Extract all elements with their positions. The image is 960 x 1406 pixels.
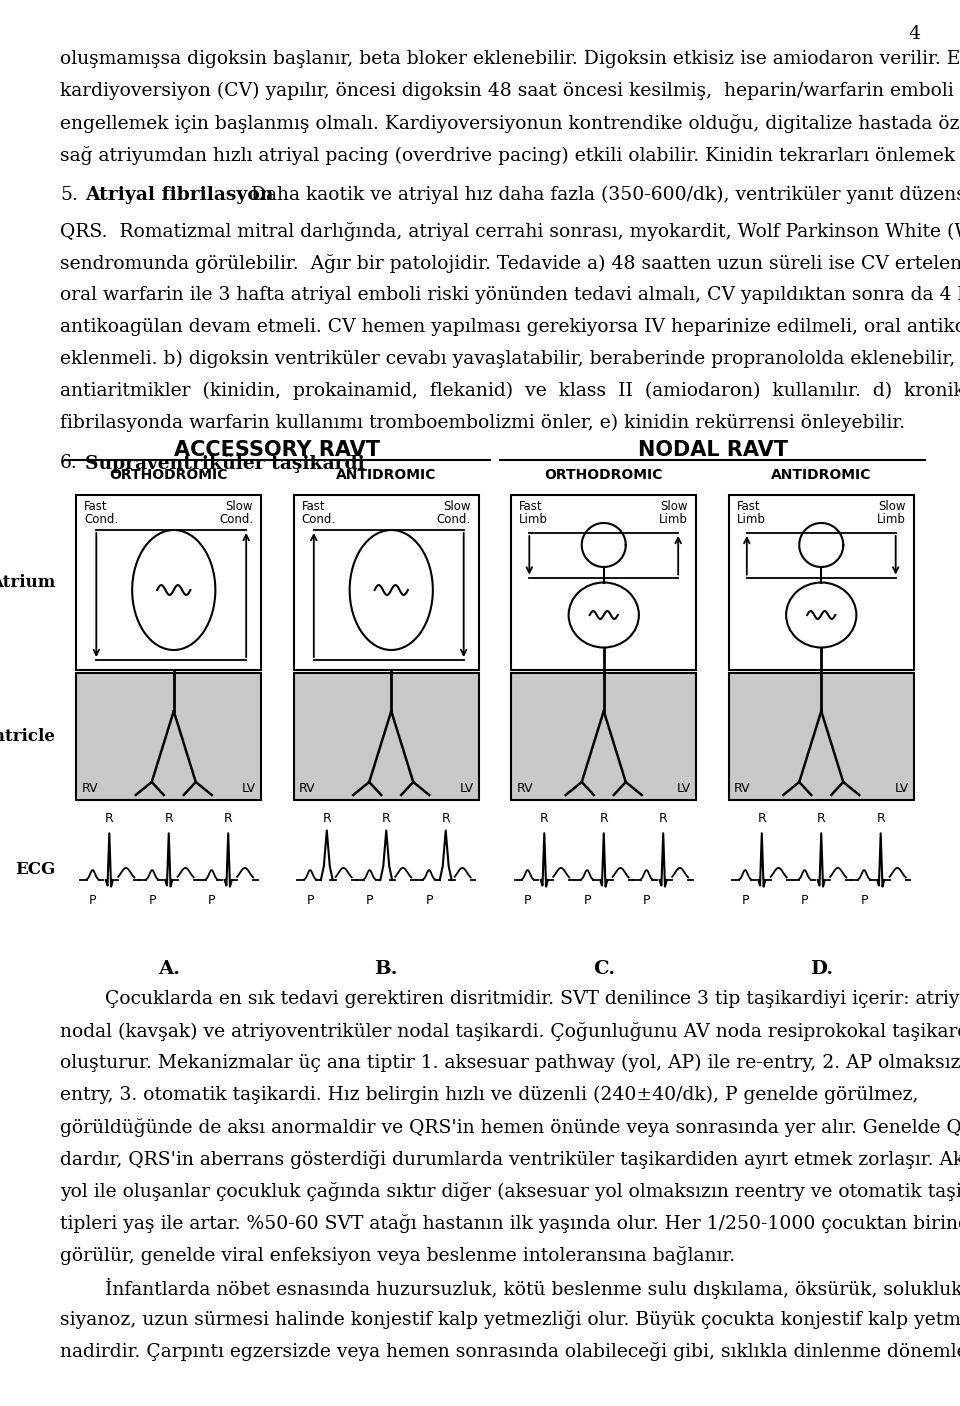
Text: LV: LV xyxy=(895,782,909,794)
Bar xyxy=(294,495,479,671)
Text: LV: LV xyxy=(677,782,691,794)
Text: .: . xyxy=(296,454,301,472)
Text: fibrilasyonda warfarin kullanımı tromboembolizmi önler, e) kinidin rekürrensi ön: fibrilasyonda warfarin kullanımı tromboe… xyxy=(60,413,905,432)
Text: görüldüğünde de aksı anormaldir ve QRS'in hemen önünde veya sonrasında yer alır.: görüldüğünde de aksı anormaldir ve QRS'i… xyxy=(60,1118,960,1137)
Text: R: R xyxy=(382,813,391,825)
Text: R: R xyxy=(164,813,173,825)
Text: R: R xyxy=(817,813,826,825)
Text: İnfantlarda nöbet esnasında huzursuzluk, kötü beslenme sulu dışkılama, öksürük, : İnfantlarda nöbet esnasında huzursuzluk,… xyxy=(105,1278,960,1299)
Text: . Daha kaotik ve atriyal hız daha fazla (350-600/dk), ventriküler yanıt düzensiz: . Daha kaotik ve atriyal hız daha fazla … xyxy=(239,186,960,204)
Text: Cond.: Cond. xyxy=(219,513,253,526)
Text: ORTHODROMIC: ORTHODROMIC xyxy=(544,468,663,482)
Text: ANTIDROMIC: ANTIDROMIC xyxy=(336,468,437,482)
Text: entry, 3. otomatik taşikardi. Hız belirgin hızlı ve düzenli (240±40/dk), P genel: entry, 3. otomatik taşikardi. Hız belirg… xyxy=(60,1085,919,1104)
Text: oral warfarin ile 3 hafta atriyal emboli riski yönünden tedavi almalı, CV yapıld: oral warfarin ile 3 hafta atriyal emboli… xyxy=(60,285,960,304)
Text: P: P xyxy=(89,894,96,907)
Bar xyxy=(729,495,914,671)
Text: Çocuklarda en sık tedavi gerektiren disritmidir. SVT denilince 3 tip taşikardiyi: Çocuklarda en sık tedavi gerektiren disr… xyxy=(105,990,960,1008)
Text: Atrium: Atrium xyxy=(0,574,55,591)
Text: Fast: Fast xyxy=(519,501,543,513)
Text: oluşmamışsa digoksin başlanır, beta bloker eklenebilir. Digoksin etkisiz ise ami: oluşmamışsa digoksin başlanır, beta blok… xyxy=(60,51,960,67)
Text: P: P xyxy=(643,894,650,907)
Text: ACCESSORY RAVT: ACCESSORY RAVT xyxy=(175,440,380,460)
Text: D.: D. xyxy=(809,960,833,979)
Text: eklenmeli. b) digoksin ventriküler cevabı yavaşlatabilir, beraberinde propranolo: eklenmeli. b) digoksin ventriküler cevab… xyxy=(60,350,960,368)
Text: Cond.: Cond. xyxy=(301,513,336,526)
Text: RV: RV xyxy=(733,782,751,794)
Text: Fast: Fast xyxy=(84,501,108,513)
Text: B.: B. xyxy=(374,960,398,979)
Text: QRS.  Romatizmal mitral darlığında, atriyal cerrahi sonrası, myokardit, Wolf Par: QRS. Romatizmal mitral darlığında, atriy… xyxy=(60,222,960,240)
Text: Slow: Slow xyxy=(660,501,688,513)
Text: 4: 4 xyxy=(908,25,920,44)
Text: nodal (kavşak) ve atriyoventriküler nodal taşikardi. Çoğunluğunu AV noda resipro: nodal (kavşak) ve atriyoventriküler noda… xyxy=(60,1022,960,1040)
Text: oluşturur. Mekanizmalar üç ana tiptir 1. aksesuar pathway (yol, AP) ile re-entry: oluşturur. Mekanizmalar üç ana tiptir 1.… xyxy=(60,1054,960,1073)
Text: görülür, genelde viral enfeksiyon veya beslenme intoleransına bağlanır.: görülür, genelde viral enfeksiyon veya b… xyxy=(60,1246,735,1265)
Text: NODAL RAVT: NODAL RAVT xyxy=(637,440,787,460)
Text: ECG: ECG xyxy=(14,862,55,879)
Text: RV: RV xyxy=(82,782,98,794)
Text: Fast: Fast xyxy=(301,501,325,513)
Text: RV: RV xyxy=(299,782,316,794)
Text: Limb: Limb xyxy=(737,513,766,526)
Text: A.: A. xyxy=(157,960,180,979)
Text: C.: C. xyxy=(592,960,614,979)
Text: R: R xyxy=(105,813,113,825)
Text: sendromunda görülebilir.  Ağır bir patolojidir. Tedavide a) 48 saatten uzun süre: sendromunda görülebilir. Ağır bir patolo… xyxy=(60,254,960,273)
Text: P: P xyxy=(860,894,868,907)
Text: kardiyoversiyon (CV) yapılır, öncesi digoksin 48 saat öncesi kesilmiş,  heparin/: kardiyoversiyon (CV) yapılır, öncesi dig… xyxy=(60,82,960,100)
Text: Limb: Limb xyxy=(876,513,905,526)
Text: nadirdir. Çarpıntı egzersizde veya hemen sonrasında olabileceği gibi, sıklıkla d: nadirdir. Çarpıntı egzersizde veya hemen… xyxy=(60,1341,960,1361)
Text: sağ atriyumdan hızlı atriyal pacing (overdrive pacing) etkili olabilir. Kinidin : sağ atriyumdan hızlı atriyal pacing (ove… xyxy=(60,146,960,165)
Text: 6.: 6. xyxy=(60,454,78,472)
Text: P: P xyxy=(207,894,215,907)
Text: Supraventriküler taşikardi: Supraventriküler taşikardi xyxy=(85,454,365,472)
Text: ORTHODROMIC: ORTHODROMIC xyxy=(109,468,228,482)
Bar xyxy=(512,673,696,800)
Text: Slow: Slow xyxy=(444,501,470,513)
Text: R: R xyxy=(876,813,885,825)
Text: ANTIDROMIC: ANTIDROMIC xyxy=(771,468,872,482)
Text: Fast: Fast xyxy=(737,501,760,513)
Text: Cond.: Cond. xyxy=(437,513,470,526)
Bar xyxy=(512,495,696,671)
Text: R: R xyxy=(540,813,549,825)
Bar xyxy=(76,495,261,671)
Text: P: P xyxy=(801,894,808,907)
Text: Atriyal fibrilasyon: Atriyal fibrilasyon xyxy=(85,186,274,204)
Text: yol ile oluşanlar çocukluk çağında sıktır diğer (aksesuar yol olmaksızın reentry: yol ile oluşanlar çocukluk çağında sıktı… xyxy=(60,1182,960,1201)
Text: Ventricle: Ventricle xyxy=(0,728,55,745)
Text: RV: RV xyxy=(516,782,533,794)
Text: Cond.: Cond. xyxy=(84,513,118,526)
Text: R: R xyxy=(323,813,331,825)
Text: 5.: 5. xyxy=(60,186,78,204)
Text: P: P xyxy=(149,894,156,907)
Text: P: P xyxy=(306,894,314,907)
Text: siyanoz, uzun sürmesi halinde konjestif kalp yetmezliği olur. Büyük çocukta konj: siyanoz, uzun sürmesi halinde konjestif … xyxy=(60,1310,960,1329)
Text: P: P xyxy=(425,894,433,907)
Text: antiaritmikler  (kinidin,  prokainamid,  flekanid)  ve  klass  II  (amiodaron)  : antiaritmikler (kinidin, prokainamid, fl… xyxy=(60,382,960,401)
Text: Limb: Limb xyxy=(519,513,548,526)
Text: dardır, QRS'in aberrans gösterdiği durumlarda ventriküler taşikardiden ayırt etm: dardır, QRS'in aberrans gösterdiği durum… xyxy=(60,1150,960,1168)
Text: R: R xyxy=(757,813,766,825)
Text: Limb: Limb xyxy=(660,513,688,526)
Text: R: R xyxy=(599,813,608,825)
Text: LV: LV xyxy=(460,782,473,794)
Text: Slow: Slow xyxy=(878,501,905,513)
Text: R: R xyxy=(659,813,667,825)
Text: R: R xyxy=(442,813,450,825)
Text: engellemek için başlanmış olmalı. Kardiyoversiyonun kontrendike olduğu, digitali: engellemek için başlanmış olmalı. Kardiy… xyxy=(60,114,960,134)
Text: antikoagülan devam etmeli. CV hemen yapılması gerekiyorsa IV heparinize edilmeli: antikoagülan devam etmeli. CV hemen yapı… xyxy=(60,318,960,336)
Text: P: P xyxy=(584,894,590,907)
Bar xyxy=(729,673,914,800)
Text: Slow: Slow xyxy=(226,501,253,513)
Text: tipleri yaş ile artar. %50-60 SVT atağı hastanın ilk yaşında olur. Her 1/250-100: tipleri yaş ile artar. %50-60 SVT atağı … xyxy=(60,1213,960,1233)
Text: R: R xyxy=(224,813,232,825)
Bar xyxy=(76,673,261,800)
Text: P: P xyxy=(741,894,749,907)
Bar xyxy=(294,673,479,800)
Text: LV: LV xyxy=(242,782,256,794)
Text: P: P xyxy=(524,894,532,907)
Text: P: P xyxy=(366,894,373,907)
